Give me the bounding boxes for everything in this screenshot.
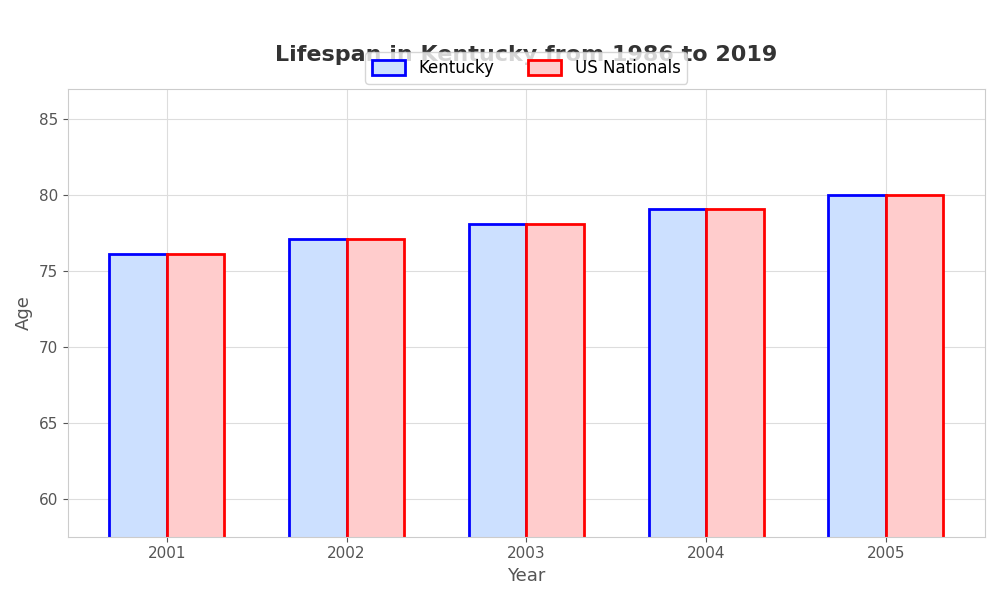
Y-axis label: Age: Age	[15, 295, 33, 330]
Bar	[469, 224, 526, 600]
Title: Lifespan in Kentucky from 1986 to 2019: Lifespan in Kentucky from 1986 to 2019	[275, 45, 777, 65]
Bar	[526, 224, 584, 600]
X-axis label: Year: Year	[507, 567, 546, 585]
Bar	[706, 209, 764, 600]
Bar	[289, 239, 347, 600]
Legend: Kentucky, US Nationals: Kentucky, US Nationals	[365, 52, 687, 83]
Bar	[828, 195, 886, 600]
Bar	[649, 209, 706, 600]
Bar	[167, 254, 224, 600]
Bar	[886, 195, 943, 600]
Bar	[347, 239, 404, 600]
Bar	[109, 254, 167, 600]
